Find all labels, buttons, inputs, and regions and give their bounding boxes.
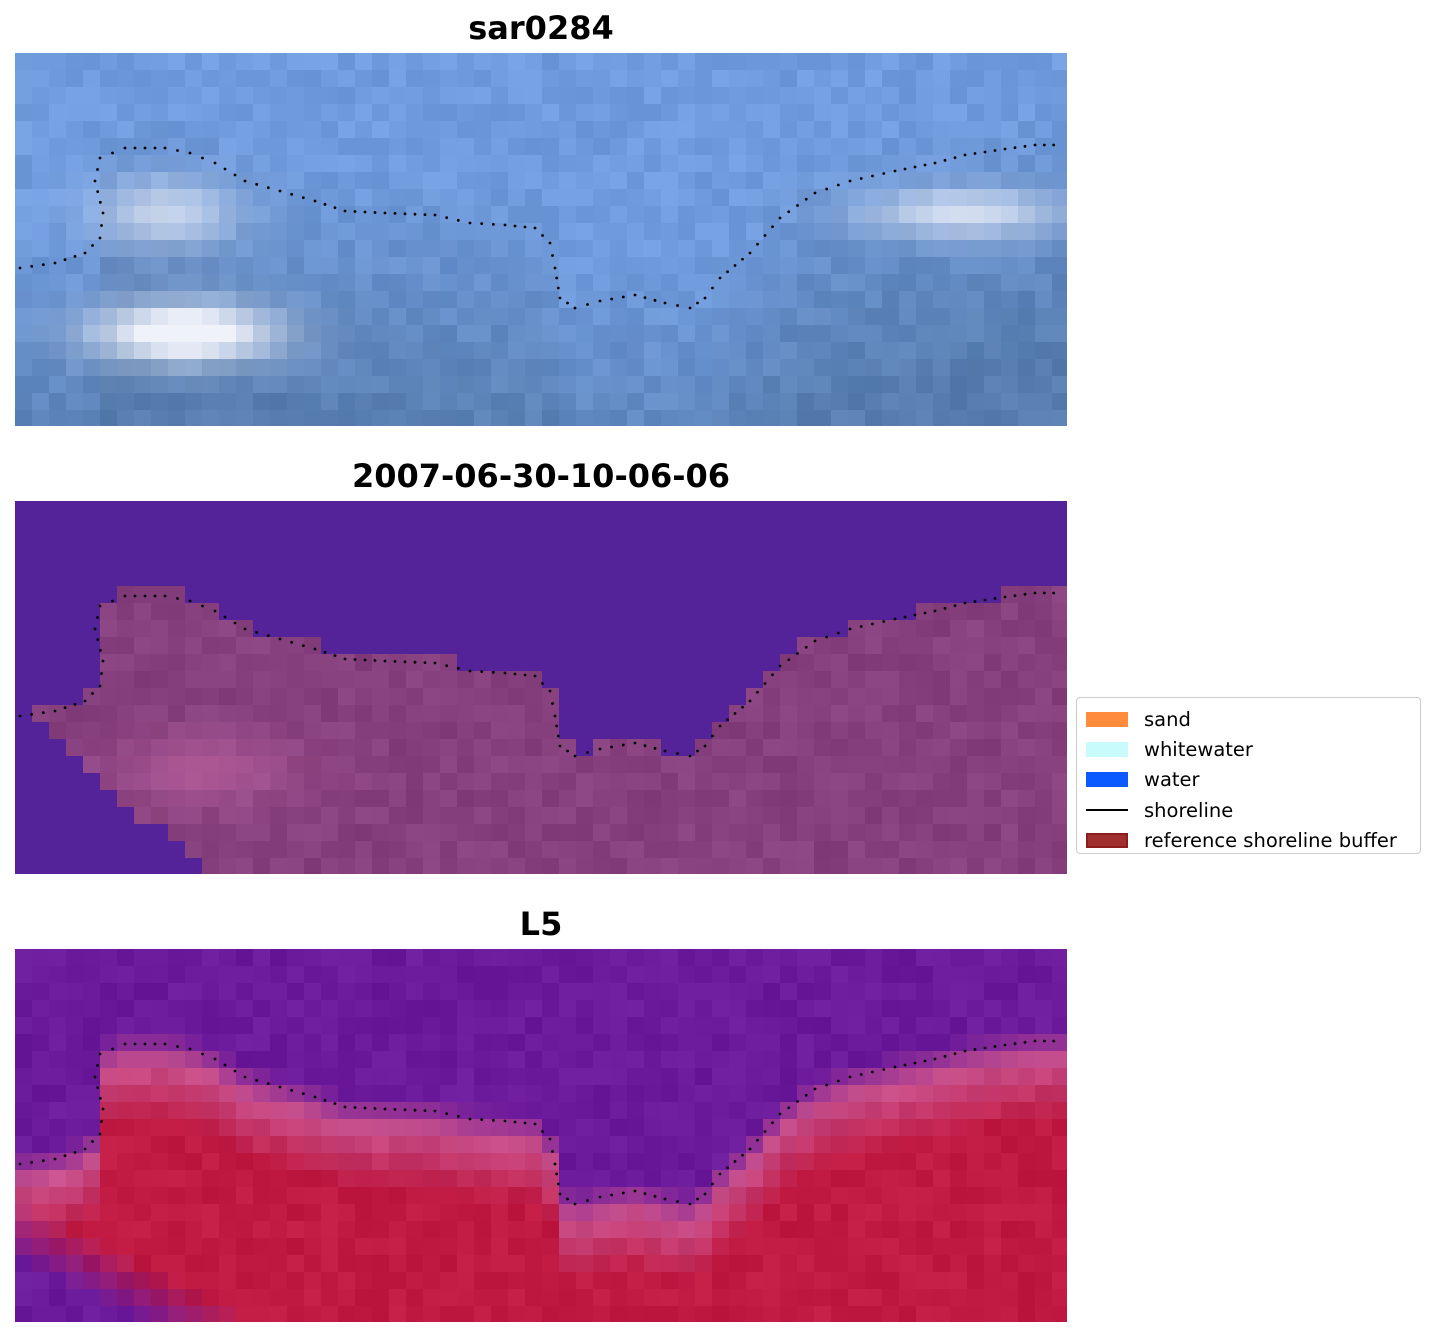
legend-label: whitewater <box>1144 738 1253 762</box>
image-panel-index <box>15 949 1067 1322</box>
shoreline-dots <box>18 591 1056 758</box>
panel-title-classified: 2007-06-30-10-06-06 <box>351 457 731 495</box>
index-pixels <box>15 949 1067 1322</box>
classified-image <box>15 501 1067 874</box>
classified-pixels <box>15 501 1067 874</box>
whitewater-swatch <box>1086 742 1128 758</box>
legend-item-whitewater: whitewater <box>1077 734 1420 764</box>
water-swatch <box>1086 772 1128 788</box>
image-panel-classified <box>15 501 1067 874</box>
legend-item-reference-buffer: reference shoreline buffer <box>1077 826 1420 856</box>
legend-item-shoreline: shoreline <box>1077 795 1420 825</box>
rgb-image <box>15 53 1067 426</box>
panel-title-rgb: sar0284 <box>468 9 614 47</box>
sand-swatch <box>1086 711 1128 727</box>
legend: sand whitewater water shoreline referenc… <box>1076 697 1421 854</box>
reference-buffer-swatch <box>1086 833 1128 849</box>
image-panel-rgb <box>15 53 1067 426</box>
panel-title-index: L5 <box>519 905 563 943</box>
legend-item-water: water <box>1077 765 1420 795</box>
index-image <box>15 949 1067 1322</box>
shoreline-swatch <box>1086 809 1128 812</box>
rgb-pixels <box>15 53 1067 426</box>
legend-label: shoreline <box>1144 798 1234 822</box>
legend-item-sand: sand <box>1077 704 1420 734</box>
legend-label: reference shoreline buffer <box>1144 829 1397 853</box>
legend-label: sand <box>1144 707 1191 731</box>
shoreline-dots <box>18 1039 1056 1206</box>
legend-label: water <box>1144 768 1200 792</box>
shoreline-dots <box>18 143 1056 310</box>
